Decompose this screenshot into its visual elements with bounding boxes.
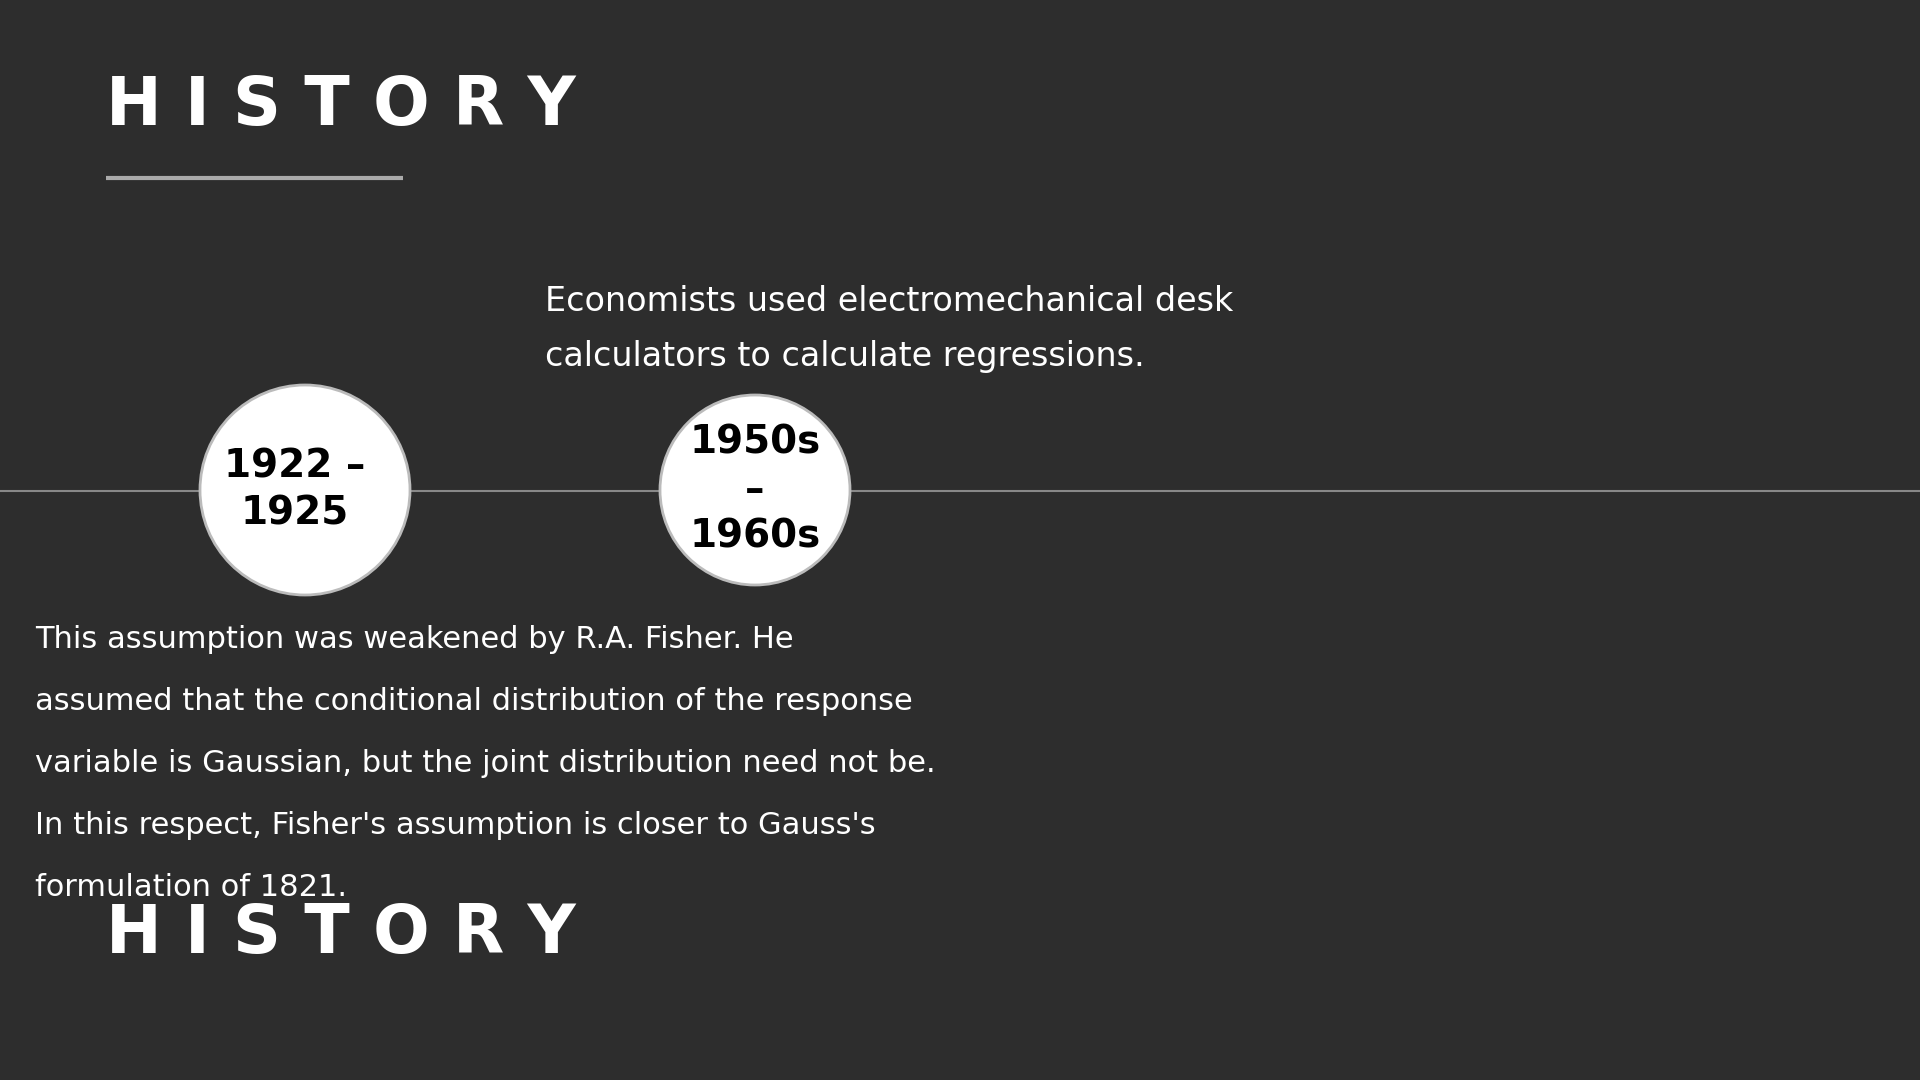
Text: Economists used electromechanical desk: Economists used electromechanical desk <box>545 285 1233 318</box>
Text: In this respect, Fisher's assumption is closer to Gauss's: In this respect, Fisher's assumption is … <box>35 811 876 840</box>
Text: variable is Gaussian, but the joint distribution need not be.: variable is Gaussian, but the joint dist… <box>35 750 935 778</box>
Text: This assumption was weakened by R.A. Fisher. He: This assumption was weakened by R.A. Fis… <box>35 625 793 654</box>
Ellipse shape <box>660 395 851 585</box>
Text: 1922 –
1925: 1922 – 1925 <box>225 447 365 532</box>
Text: H I S T O R Y: H I S T O R Y <box>106 73 576 139</box>
Text: formulation of 1821.: formulation of 1821. <box>35 873 348 902</box>
Text: 1950s
–
1960s: 1950s – 1960s <box>689 424 820 556</box>
Text: assumed that the conditional distribution of the response: assumed that the conditional distributio… <box>35 687 912 716</box>
Text: H I S T O R Y: H I S T O R Y <box>106 901 576 967</box>
Ellipse shape <box>200 384 411 595</box>
Text: calculators to calculate regressions.: calculators to calculate regressions. <box>545 340 1144 373</box>
